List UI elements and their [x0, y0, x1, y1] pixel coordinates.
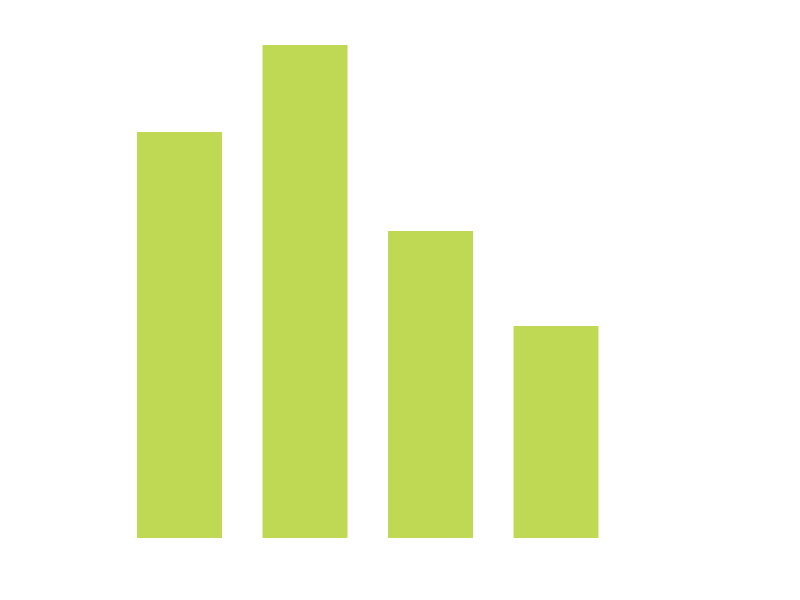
bar: [513, 326, 599, 538]
bar: [137, 132, 222, 538]
bar: [388, 231, 473, 538]
bar: [262, 45, 348, 538]
